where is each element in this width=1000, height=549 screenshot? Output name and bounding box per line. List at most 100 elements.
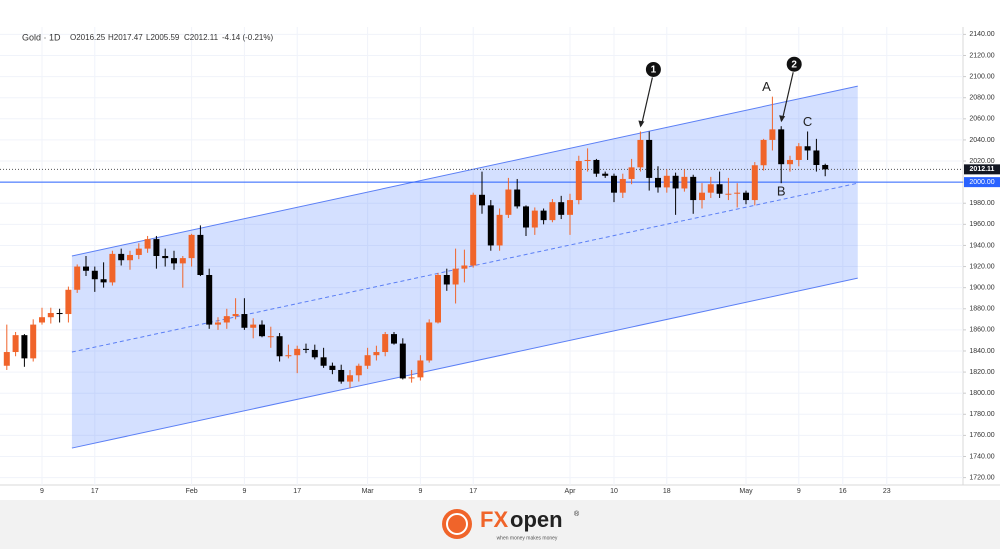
- candle-body: [303, 348, 309, 350]
- logo-fx: FX: [480, 507, 508, 532]
- candle-body: [171, 258, 177, 264]
- candle-body: [276, 336, 283, 357]
- last-price-label: 2012.11: [970, 166, 995, 173]
- candle-body: [628, 167, 635, 179]
- x-tick-label: 10: [610, 488, 618, 495]
- candle-body: [100, 279, 107, 283]
- candle-body: [135, 248, 142, 255]
- candle-body: [646, 139, 653, 178]
- candle-body: [118, 253, 125, 261]
- y-tick-label: 2100.00: [969, 73, 994, 80]
- candle-body: [232, 314, 239, 317]
- axis: 2140.00 2120.00 2100.00 2080.00 2060.00 2040.…: [40, 31, 1000, 495]
- y-tick-label: 1940.00: [969, 242, 994, 249]
- candle-body: [347, 375, 353, 382]
- candle-body: [382, 334, 389, 353]
- candle-body: [162, 256, 169, 259]
- logo: FX open ® when money makes money: [442, 507, 580, 541]
- marker-arrow: [781, 72, 794, 121]
- candle-body: [523, 206, 529, 228]
- candle-body: [672, 175, 679, 189]
- candle-body: [259, 324, 265, 337]
- candle-body: [399, 343, 406, 379]
- candle-body: [267, 336, 274, 338]
- candle-body: [74, 266, 81, 290]
- candle-body: [681, 176, 688, 189]
- candle-body: [179, 258, 186, 264]
- candle-body: [3, 352, 10, 366]
- marker-label: 2: [791, 59, 797, 70]
- candle-body: [725, 193, 732, 195]
- candle-body: [338, 369, 345, 382]
- candle-body: [716, 184, 723, 194]
- x-tick-label: 18: [663, 488, 671, 495]
- candle-body: [426, 322, 433, 361]
- candle-body: [619, 178, 626, 193]
- level-label-box: [964, 177, 1000, 188]
- y-tick-label: 1960.00: [969, 221, 994, 228]
- wave-label: A: [762, 79, 771, 94]
- x-tick-label: 17: [469, 488, 477, 495]
- wave-label: C: [803, 114, 812, 129]
- candle-body: [109, 253, 116, 283]
- candle-body: [215, 322, 221, 325]
- logo-emblem-ring: [446, 513, 468, 535]
- ohlc-low: L2005.59: [146, 33, 180, 42]
- x-tick-label: 9: [418, 488, 422, 495]
- y-tick-label: 1780.00: [969, 411, 994, 418]
- y-tick-label: 1760.00: [969, 432, 994, 439]
- logo-registered: ®: [574, 510, 580, 518]
- candle-body: [496, 214, 503, 246]
- candle-body: [470, 194, 477, 266]
- x-tick-label: 9: [40, 488, 44, 495]
- candle-body: [452, 268, 459, 285]
- x-tick-label: 23: [883, 488, 891, 495]
- candle-body: [417, 360, 424, 378]
- candle-body: [311, 349, 318, 358]
- candle-body: [188, 234, 195, 259]
- candle-body: [584, 159, 591, 162]
- candle-body: [364, 355, 371, 366]
- x-tick-label: Apr: [565, 488, 577, 495]
- last-price-box: [964, 164, 1000, 175]
- ohlc-open: O2016.25: [70, 33, 106, 42]
- y-tick-label: 1800.00: [969, 390, 994, 397]
- y-tick-label: 1900.00: [969, 285, 994, 292]
- x-tick-label: 16: [839, 488, 847, 495]
- marker-arrowhead: [779, 115, 786, 123]
- candle-body: [769, 129, 776, 140]
- x-tick-label: 17: [293, 488, 301, 495]
- candle-body: [285, 355, 292, 357]
- candle-body: [707, 184, 714, 193]
- candle-body: [391, 334, 397, 344]
- ohlc-high: H2017.47: [108, 33, 143, 42]
- y-tick-label: 1920.00: [969, 263, 994, 270]
- candle-body: [206, 274, 213, 325]
- candle-body: [514, 189, 521, 207]
- y-tick-label: 1740.00: [969, 453, 994, 460]
- x-tick-label: 9: [797, 488, 801, 495]
- candle-body: [743, 192, 749, 201]
- marker-arrowhead: [638, 120, 645, 128]
- candle-body: [813, 150, 820, 165]
- candle-body: [47, 312, 54, 318]
- candle-body: [435, 274, 441, 323]
- x-tick-label: Feb: [186, 488, 198, 495]
- candle-body: [153, 239, 160, 256]
- candle-body: [787, 159, 793, 165]
- candle-body: [637, 139, 644, 168]
- x-tick-label: May: [739, 488, 753, 495]
- x-tick-label: 9: [242, 488, 246, 495]
- y-tick-label: 1840.00: [969, 348, 994, 355]
- candle-body: [751, 165, 758, 201]
- candle-body: [197, 234, 204, 275]
- wave-label: B: [777, 184, 786, 199]
- candle-body: [250, 324, 257, 328]
- candle-body: [531, 210, 538, 228]
- y-tick-label: 1720.00: [969, 474, 994, 481]
- candle-body: [593, 159, 600, 174]
- marker-circle: [645, 61, 661, 77]
- candle-body: [83, 266, 89, 271]
- candle-body: [760, 139, 767, 166]
- change: -4.14 (-0.21%): [222, 33, 273, 42]
